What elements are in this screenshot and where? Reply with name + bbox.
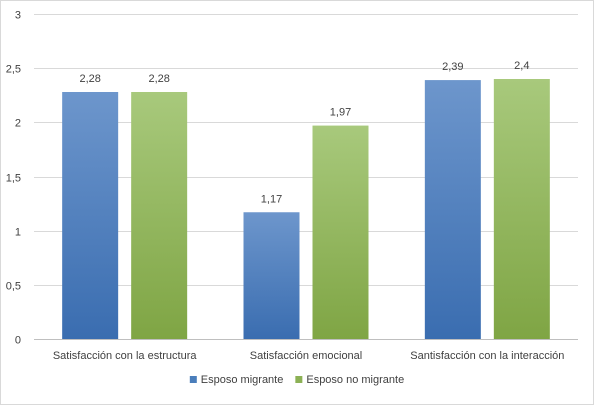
y-tick-label: 0,5 — [6, 281, 21, 293]
legend-label: Esposo migrante — [201, 374, 284, 386]
data-label: 2,28 — [79, 73, 100, 85]
bar-esposo-migrante — [62, 92, 119, 339]
data-label: 2,4 — [514, 60, 529, 72]
x-axis-ticks: Satisfacción con la estructura Satisfacci… — [53, 350, 565, 362]
bars — [62, 79, 550, 339]
x-tick-label: Satisfacción emocional — [250, 350, 363, 362]
y-tick-label: 2,5 — [6, 64, 21, 76]
gridlines — [34, 14, 578, 340]
legend-swatch — [189, 376, 197, 383]
legend-swatch — [295, 376, 303, 383]
x-tick-label: Santisfacción con la interacción — [410, 350, 564, 362]
data-label: 2,28 — [148, 73, 169, 85]
bar-esposo-no-migrante — [131, 92, 188, 339]
y-tick-label: 2 — [15, 118, 21, 130]
data-label: 1,97 — [330, 107, 351, 119]
data-label: 1,17 — [261, 193, 282, 205]
y-tick-label: 0 — [15, 335, 21, 347]
data-label: 2,39 — [442, 61, 463, 73]
x-tick-label: Satisfacción con la estructura — [53, 350, 198, 362]
legend-item: Esposo no migrante — [295, 374, 404, 386]
bar-esposo-migrante — [424, 80, 481, 339]
legend-label: Esposo no migrante — [306, 374, 404, 386]
legend-item: Esposo migrante — [189, 374, 284, 386]
bar-esposo-no-migrante — [493, 79, 550, 339]
legend: Esposo migrante Esposo no migrante — [189, 374, 404, 386]
y-tick-label: 1 — [15, 227, 21, 239]
bar-esposo-no-migrante — [312, 125, 369, 339]
bar-esposo-migrante — [243, 212, 300, 339]
y-tick-label: 3 — [15, 10, 21, 22]
y-axis-ticks: 0 0,5 1 1,5 2 2,5 3 — [6, 10, 21, 347]
data-labels: 2,28 2,28 1,17 1,97 2,39 2,4 — [79, 60, 529, 205]
y-tick-label: 1,5 — [6, 173, 21, 185]
